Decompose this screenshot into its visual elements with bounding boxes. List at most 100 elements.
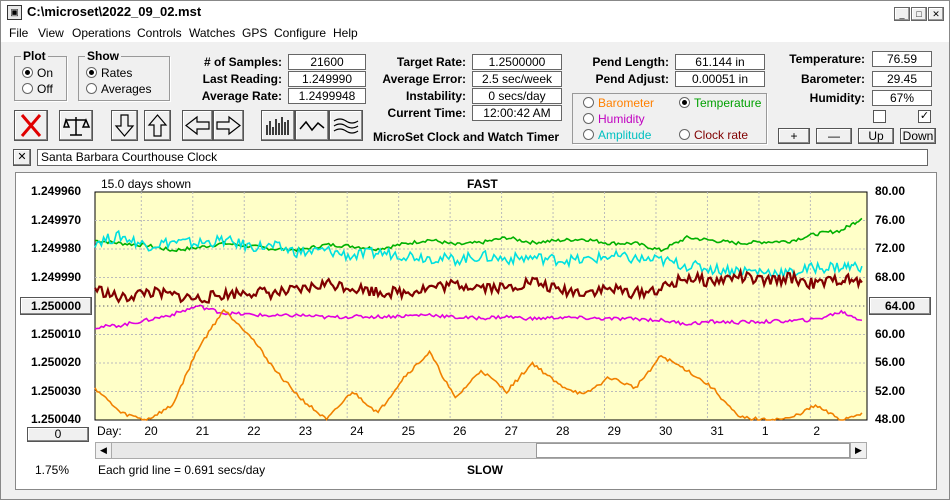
aux-minus-button[interactable]: — — [816, 128, 852, 144]
x-tick: 23 — [298, 424, 313, 438]
target-rate-field[interactable]: 1.2500000 — [472, 54, 562, 70]
close-icon[interactable]: ✕ — [928, 7, 944, 21]
aux-down-button[interactable]: Down — [900, 128, 936, 144]
minimize-icon[interactable]: _ — [894, 7, 910, 21]
aux-plus-button[interactable]: + — [778, 128, 810, 144]
scroll-left-icon[interactable]: ◀ — [96, 443, 112, 458]
left-button[interactable] — [182, 110, 213, 141]
menu-file[interactable]: File — [9, 26, 29, 40]
window-title: C:\microset\2022_09_02.mst — [27, 4, 202, 19]
temperature-label: Temperature: — [789, 52, 865, 66]
barometer-field: 29.45 — [872, 71, 932, 87]
target-rate-label: Target Rate: — [396, 55, 466, 69]
pend-adjust-field: 0.00051 in — [675, 71, 765, 87]
scroll-thumb[interactable] — [536, 443, 850, 458]
scroll-right-icon[interactable]: ▶ — [850, 443, 866, 458]
menu-controls[interactable]: Controls — [137, 26, 182, 40]
aux-temperature-radio[interactable]: Temperature — [679, 96, 761, 110]
last-reading-label: Last Reading: — [202, 72, 282, 86]
down-button[interactable] — [111, 110, 138, 141]
x-tick: 29 — [607, 424, 621, 438]
aux-amplitude-radio[interactable]: Amplitude — [583, 128, 651, 142]
grid-note-label: Each grid line = 0.691 secs/day — [98, 463, 266, 477]
clock-name-input[interactable]: Santa Barbara Courthouse Clock — [37, 149, 928, 166]
percent-label: 1.75% — [35, 463, 70, 477]
menu-operations[interactable]: Operations — [72, 26, 131, 40]
series-line-3 — [94, 304, 863, 330]
x-tick: 27 — [504, 424, 518, 438]
plot-on-radio[interactable]: On — [22, 66, 53, 80]
y-right-tick: 56.00 — [875, 355, 906, 369]
balance-button[interactable] — [59, 110, 93, 141]
aux-checkbox-1[interactable] — [873, 110, 886, 123]
arrow-left-icon — [185, 115, 210, 136]
series-line-0 — [95, 217, 863, 253]
aux-humidity-radio[interactable]: Humidity — [583, 112, 645, 126]
last-reading-field: 1.249990 — [288, 71, 366, 87]
menu-view[interactable]: View — [38, 26, 64, 40]
title-bar[interactable]: ▣ C:\microset\2022_09_02.mst _ □ ✕ — [1, 1, 949, 24]
pend-length-field: 61.144 in — [675, 54, 765, 70]
aux-barometer-label: Barometer — [598, 96, 655, 110]
histogram-button[interactable] — [261, 110, 295, 141]
maximize-icon[interactable]: □ — [911, 7, 927, 21]
x-tick: 21 — [195, 424, 210, 438]
day-label: Day: — [97, 424, 122, 438]
y-right-tick: 60.00 — [875, 326, 906, 341]
y-right-tick: 76.00 — [875, 212, 906, 227]
aux-clock-rate-label: Clock rate — [694, 128, 749, 142]
app-icon[interactable]: ▣ — [7, 5, 22, 20]
rate-reference-button[interactable]: 1.250000 — [20, 297, 92, 315]
plot-group-title: Plot — [21, 49, 48, 63]
y-right-tick: 68.00 — [875, 269, 906, 284]
horizontal-scrollbar[interactable]: ◀ ▶ — [95, 442, 867, 459]
aux-temperature-label: Temperature — [694, 96, 762, 110]
up-button[interactable] — [144, 110, 171, 141]
close-clock-button[interactable]: ✕ — [13, 149, 31, 166]
arrow-right-icon — [216, 115, 241, 136]
instability-field: 0 secs/day — [472, 88, 562, 104]
menu-configure[interactable]: Configure — [274, 26, 327, 40]
menu-bar: File View Operations Controls Watches GP… — [1, 24, 949, 42]
clear-x-icon — [20, 114, 42, 137]
aux-up-button[interactable]: Up — [858, 128, 894, 144]
x-tick: 25 — [401, 424, 415, 438]
x-tick: 31 — [710, 424, 724, 438]
clear-button[interactable] — [14, 110, 48, 141]
x-tick: 22 — [247, 424, 261, 438]
average-error-field: 2.5 sec/week — [472, 71, 562, 87]
y-left-tick: 1.249980 — [31, 241, 82, 255]
x-tick: 24 — [350, 424, 364, 438]
slow-label: SLOW — [467, 463, 503, 477]
right-button[interactable] — [213, 110, 244, 141]
app-subtitle: MicroSet Clock and Watch Timer — [373, 130, 560, 144]
offset-button[interactable]: 0 — [27, 427, 89, 442]
show-rates-radio[interactable]: Rates — [86, 66, 132, 80]
aux-reference-button[interactable]: 64.00 — [869, 297, 931, 315]
multiwave-button[interactable] — [329, 110, 363, 141]
aux-barometer-radio[interactable]: Barometer — [583, 96, 654, 110]
plot-group: Plot — [14, 49, 67, 101]
x-tick: 1 — [761, 424, 769, 438]
menu-gps[interactable]: GPS — [242, 26, 268, 40]
aux-checkbox-2[interactable]: ✓ — [918, 110, 931, 123]
y-right-tick: 52.00 — [875, 383, 906, 398]
wave-button[interactable] — [295, 110, 329, 141]
show-averages-radio[interactable]: Averages — [86, 82, 151, 96]
y-right-tick: 80.00 — [875, 184, 906, 198]
humidity-label: Humidity: — [809, 91, 865, 105]
menu-help[interactable]: Help — [333, 26, 358, 40]
x-tick: 28 — [556, 424, 570, 438]
aux-clock-rate-radio[interactable]: Clock rate — [679, 128, 748, 142]
humidity-field: 67% — [872, 90, 932, 106]
y-left-tick: 1.250010 — [31, 326, 82, 341]
y-left-tick: 1.250040 — [31, 412, 82, 426]
show-rates-label: Rates — [101, 66, 133, 80]
y-left-tick: 1.249960 — [31, 184, 82, 198]
plot-off-radio[interactable]: Off — [22, 82, 53, 96]
rate-chart[interactable] — [15, 172, 937, 490]
menu-watches[interactable]: Watches — [189, 26, 236, 40]
show-group: Show — [78, 49, 170, 101]
y-left-tick: 1.249970 — [31, 212, 82, 227]
